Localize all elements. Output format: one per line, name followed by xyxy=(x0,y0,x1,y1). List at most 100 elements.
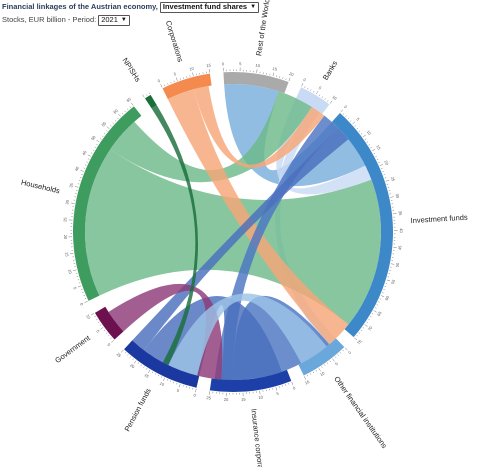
tick-label: 0 xyxy=(292,385,297,391)
tick-mark xyxy=(208,391,210,395)
tick-mark xyxy=(288,383,290,385)
tick-label: 15 xyxy=(272,66,278,72)
tick-mark xyxy=(117,117,119,120)
tick-label: 5 xyxy=(334,361,339,367)
ribbon-government-to-investment-funds[interactable] xyxy=(108,283,223,380)
tick-label: 15 xyxy=(241,397,247,402)
tick-label: 50 xyxy=(394,262,400,268)
tick-label: 0 xyxy=(347,349,353,355)
tick-mark xyxy=(96,139,100,143)
tick-mark xyxy=(339,352,342,354)
segment-arc-pension-funds[interactable] xyxy=(124,340,200,388)
tick-label: 25 xyxy=(62,216,67,222)
tick-mark xyxy=(347,117,350,120)
tick-mark xyxy=(373,310,377,313)
period-select[interactable]: 2021 ▼ xyxy=(98,14,130,26)
tick-mark xyxy=(382,292,384,294)
chevron-down-icon: ▼ xyxy=(250,4,257,10)
tick-label: 0 xyxy=(79,302,85,307)
tick-mark xyxy=(173,381,175,384)
segment-arc-rest-of-the-world[interactable] xyxy=(223,72,289,94)
tick-label: 0 xyxy=(106,342,112,348)
segment-arc-households[interactable] xyxy=(73,106,142,301)
ribbon-pension-funds-to-rest-of-the-world[interactable] xyxy=(132,127,349,351)
segment-arc-corporations[interactable] xyxy=(162,73,212,100)
tick-mark xyxy=(272,72,275,77)
tick-mark xyxy=(178,384,181,388)
tick-mark xyxy=(386,279,391,282)
ticks-government: 0 5 10 xyxy=(85,313,114,348)
tick-label: 60 xyxy=(112,107,119,114)
tick-mark xyxy=(90,152,93,154)
ticks-investment-funds: 0 5 10 15 20 25 30 35 40 45 50 55 60 65 70 75 xyxy=(340,104,404,345)
tick-mark xyxy=(84,301,88,303)
tick-label: 45 xyxy=(397,245,402,251)
tick-mark xyxy=(124,110,126,113)
tick-mark xyxy=(370,316,372,318)
tick-mark xyxy=(103,132,106,135)
segment-label-government: Government xyxy=(53,333,92,365)
tick-mark xyxy=(92,149,95,151)
tick-mark xyxy=(100,327,104,330)
period-select-value: 2021 xyxy=(101,15,118,24)
ticks-pension-funds: 0 5 10 15 20 25 xyxy=(116,349,197,398)
ribbon-households-to-rest-of-the-world[interactable] xyxy=(110,91,312,183)
tick-label: 25 xyxy=(206,395,212,401)
tick-mark xyxy=(175,77,178,81)
ribbon-other-financial-institutions-to-investment-funds[interactable] xyxy=(168,293,327,376)
tick-mark xyxy=(373,152,376,155)
tick-label: 15 xyxy=(64,252,70,258)
tick-label: 0 xyxy=(157,78,162,84)
segment-arc-banks[interactable] xyxy=(296,87,330,114)
ticks-banks: 0 5 10 xyxy=(301,77,338,104)
tick-label: 20 xyxy=(63,235,68,240)
tick-mark xyxy=(94,146,96,148)
tick-mark xyxy=(167,83,169,85)
instrument-select[interactable]: Investment fund shares ▼ xyxy=(159,1,260,13)
tick-label: 35 xyxy=(398,211,404,217)
tick-mark xyxy=(105,332,108,334)
tick-mark xyxy=(154,373,157,375)
tick-mark xyxy=(81,173,83,175)
tick-mark xyxy=(307,87,309,90)
tick-mark xyxy=(382,171,384,173)
tick-label: 10 xyxy=(258,394,264,400)
ribbon-corporations-to-investment-funds[interactable] xyxy=(167,89,349,345)
segment-label-rest-of-the-world: Rest of the World xyxy=(254,0,271,57)
segment-arc-other-financial-institutions[interactable] xyxy=(298,338,345,376)
tick-mark xyxy=(352,121,356,125)
tick-mark xyxy=(164,84,166,87)
tick-mark xyxy=(337,354,339,356)
tick-mark xyxy=(80,288,83,290)
tick-mark xyxy=(121,112,124,115)
tick-mark xyxy=(96,143,98,146)
tick-mark xyxy=(166,379,169,381)
title-row: Financial linkages of the Austrian econo… xyxy=(2,1,260,13)
tick-label: 0 xyxy=(222,61,225,66)
segment-arc-npishs[interactable] xyxy=(144,94,157,109)
chevron-down-icon: ▼ xyxy=(120,17,127,23)
tick-label: 10 xyxy=(319,370,326,377)
tick-label: 10 xyxy=(366,129,373,136)
segment-label-corporations: Corporations xyxy=(164,19,185,63)
ribbon-corporations-to-rest-of-the-world[interactable] xyxy=(193,86,325,168)
segment-arc-government[interactable] xyxy=(94,306,124,340)
tick-label: 45 xyxy=(81,149,88,156)
tick-mark xyxy=(379,164,384,167)
tick-mark xyxy=(371,313,374,315)
ticks-insurance-corporations: 0 5 10 15 20 25 xyxy=(206,381,297,402)
segment-arc-investment-funds[interactable] xyxy=(331,112,394,338)
tick-mark xyxy=(342,113,345,115)
ticks-corporations: 0 5 10 15 xyxy=(157,62,212,88)
tick-label: 40 xyxy=(399,228,404,233)
tick-label: 50 xyxy=(90,134,97,141)
segment-arc-insurance-corporations[interactable] xyxy=(209,369,292,392)
tick-mark xyxy=(362,327,365,329)
tick-mark xyxy=(384,285,387,287)
tick-label: 75 xyxy=(356,338,363,345)
ribbon-npishs-to-investment-funds[interactable] xyxy=(151,105,199,366)
tick-mark xyxy=(170,81,172,84)
tick-mark xyxy=(71,202,75,204)
tick-mark xyxy=(108,334,110,337)
